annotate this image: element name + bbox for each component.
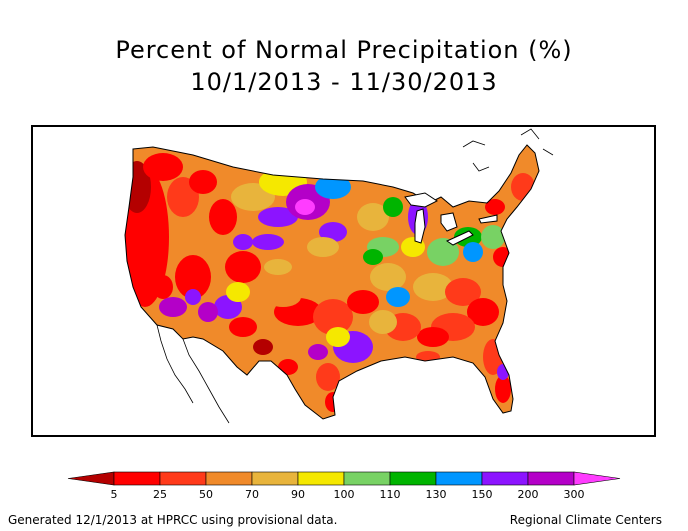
- legend-tick-label: 25: [153, 488, 167, 501]
- legend-swatch: [481, 471, 529, 486]
- legend-swatch: [435, 471, 483, 486]
- precip-region: [417, 327, 449, 347]
- precip-region: [278, 359, 298, 375]
- legend-tick-label: 70: [245, 488, 259, 501]
- lake-superior: [404, 192, 438, 208]
- precip-region: [347, 290, 379, 314]
- map-title: Percent of Normal Precipitation (%): [115, 36, 573, 64]
- precip-region: [229, 317, 257, 337]
- precip-region: [427, 238, 459, 266]
- map-frame: [31, 125, 656, 437]
- precip-region: [295, 199, 315, 215]
- lake-ontario: [478, 214, 498, 224]
- legend-tick-label: 300: [564, 488, 585, 501]
- legend-swatch: [205, 471, 253, 486]
- legend-arrow-high: [573, 471, 621, 486]
- generated-note: Generated 12/1/2013 at HPRCC using provi…: [8, 513, 338, 527]
- precip-region: [481, 225, 505, 249]
- legend-colorbar: 5 25 50 70 90 100 110 130 150 200 300: [67, 471, 621, 501]
- legend-tick-label: 50: [199, 488, 213, 501]
- legend-swatch: [251, 471, 299, 486]
- legend-swatch: [343, 471, 391, 486]
- legend-swatch: [159, 471, 207, 486]
- precip-region: [495, 375, 511, 403]
- precip-region: [226, 282, 250, 302]
- precip-region: [189, 170, 217, 194]
- precip-region: [153, 275, 173, 299]
- source-credit: Regional Climate Centers: [509, 513, 662, 527]
- precip-region: [383, 197, 403, 217]
- lake-huron: [440, 212, 458, 232]
- lake-michigan: [414, 208, 426, 244]
- legend-arrow-low: [67, 471, 115, 486]
- legend-swatch: [113, 471, 161, 486]
- precip-region: [265, 287, 301, 307]
- legend-tick-label: 150: [472, 488, 493, 501]
- precip-region: [493, 247, 513, 267]
- precip-region: [357, 203, 389, 231]
- color-legend: 5 25 50 70 90 100 110 130 150 200 300: [60, 468, 630, 508]
- legend-tick-label: 5: [111, 488, 118, 501]
- precipitation-map: [124, 128, 554, 424]
- precip-region: [253, 339, 273, 355]
- precip-region: [416, 351, 440, 363]
- precip-region: [185, 289, 201, 305]
- precip-region: [326, 327, 350, 347]
- precip-region: [198, 302, 218, 322]
- precip-region: [307, 237, 339, 257]
- conus-land: [125, 145, 539, 419]
- precip-region: [313, 299, 353, 335]
- precip-region: [175, 255, 211, 299]
- legend-swatch: [527, 471, 575, 486]
- mexico-coast: [156, 324, 230, 424]
- precip-region: [325, 392, 341, 412]
- precip-region: [308, 344, 328, 360]
- conus-outline: [124, 144, 540, 420]
- legend-tick-label: 200: [518, 488, 539, 501]
- date-range: 10/1/2013 - 11/30/2013: [190, 68, 498, 96]
- precip-region: [319, 222, 347, 242]
- precip-region: [315, 175, 351, 199]
- precip-region: [316, 363, 340, 391]
- precip-region: [143, 153, 183, 181]
- precip-region: [463, 242, 483, 262]
- legend-tick-label: 100: [334, 488, 355, 501]
- precip-region: [225, 251, 261, 283]
- precip-region: [258, 207, 298, 227]
- precip-region: [369, 310, 397, 334]
- legend-tick-label: 130: [426, 488, 447, 501]
- precip-region: [264, 259, 292, 275]
- precip-region: [252, 234, 284, 250]
- precip-region: [445, 278, 481, 306]
- precip-region: [363, 249, 383, 265]
- precip-region: [413, 273, 453, 301]
- precip-region: [370, 263, 406, 291]
- precip-region: [333, 265, 373, 289]
- precip-region: [209, 199, 237, 235]
- precip-region: [485, 199, 505, 215]
- legend-swatch: [389, 471, 437, 486]
- precip-region: [386, 287, 410, 307]
- legend-swatch: [297, 471, 345, 486]
- precip-region: [159, 297, 187, 317]
- legend-tick-label: 90: [291, 488, 305, 501]
- precip-region: [467, 298, 499, 326]
- canada-coast: [462, 128, 554, 172]
- precip-region: [204, 237, 232, 257]
- precip-region: [233, 234, 253, 250]
- legend-tick-label: 110: [380, 488, 401, 501]
- lake-erie: [445, 230, 474, 246]
